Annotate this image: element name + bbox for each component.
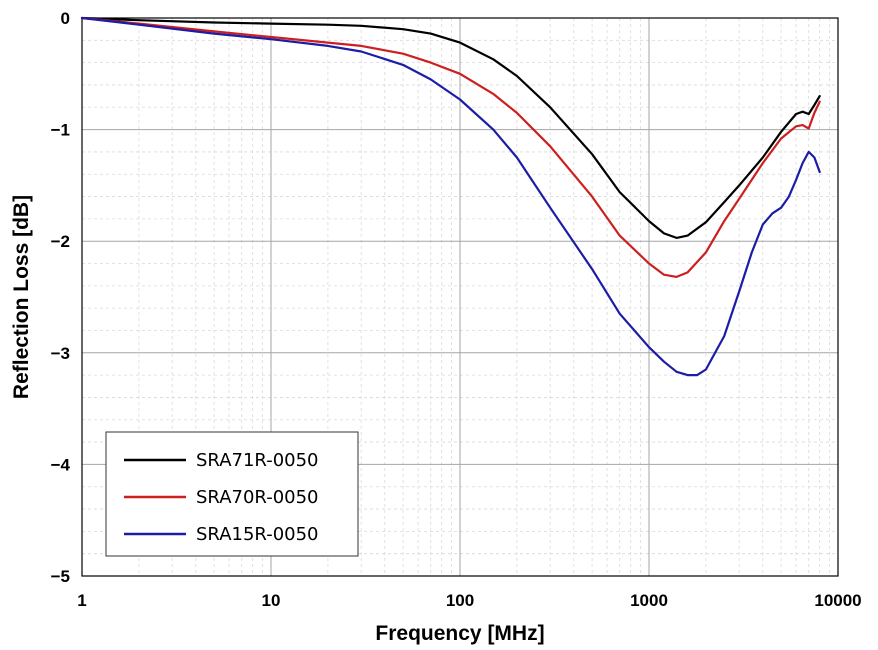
legend-label: SRA70R-0050	[196, 487, 319, 508]
legend: SRA71R-0050 SRA70R-0050 SRA15R-0050	[105, 431, 359, 557]
legend-label: SRA71R-0050	[196, 450, 319, 471]
y-tick-label: −2	[51, 232, 70, 251]
y-tick-label: 0	[61, 9, 70, 28]
x-tick-label: 10	[262, 591, 281, 610]
legend-box	[105, 431, 359, 557]
x-tick-label: 10000	[814, 591, 861, 610]
plot-area-frame	[81, 17, 839, 577]
series-lines	[80, 16, 821, 377]
x-tick-label: 1	[77, 591, 86, 610]
x-axis-tick-labels: 1 10 100 1000 10000	[77, 591, 861, 610]
y-tick-label: −4	[51, 455, 71, 474]
x-axis-title: Frequency [MHz]	[375, 622, 544, 645]
x-tick-label: 1000	[630, 591, 668, 610]
x-tick-label: 100	[446, 591, 474, 610]
series-line	[80, 16, 821, 377]
y-tick-label: −5	[51, 567, 70, 586]
series-line	[80, 16, 821, 278]
y-tick-label: −1	[51, 121, 70, 140]
y-tick-label: −3	[51, 344, 70, 363]
series-line	[80, 16, 821, 239]
y-axis-tick-labels: 0 −1 −2 −3 −4 −5	[51, 9, 71, 586]
y-axis-title: Reflection Loss [dB]	[10, 195, 33, 399]
legend-label: SRA15R-0050	[196, 524, 319, 545]
